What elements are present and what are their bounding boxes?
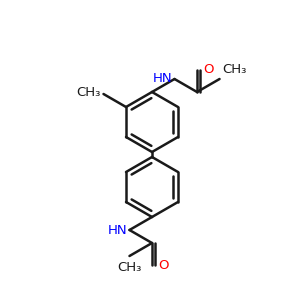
Text: O: O <box>158 259 169 272</box>
Text: O: O <box>203 63 214 76</box>
Text: HN: HN <box>108 224 128 236</box>
Text: CH₃: CH₃ <box>76 85 100 98</box>
Text: CH₃: CH₃ <box>223 63 247 76</box>
Text: CH₃: CH₃ <box>117 261 142 274</box>
Text: HN: HN <box>153 73 172 85</box>
